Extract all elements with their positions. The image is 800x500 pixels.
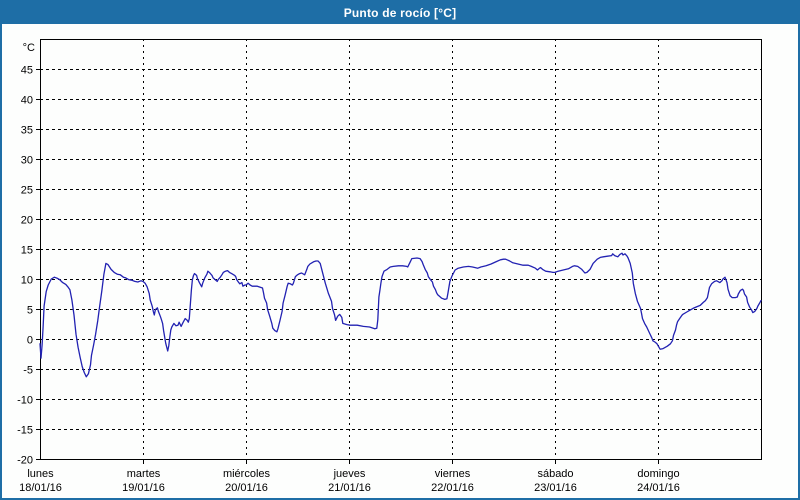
date-label: 18/01/16 <box>19 482 62 494</box>
dewpoint-series-line <box>39 252 762 378</box>
y-tick-label: 0 <box>27 335 33 347</box>
y-tick-label: 25 <box>21 185 33 197</box>
date-label: 19/01/16 <box>122 482 165 494</box>
y-tick-label: 30 <box>21 155 33 167</box>
weekday-label: martes <box>127 468 161 480</box>
plot-region: 45 40 35 30 25 20 15 10 5 0 -5 -10 -15 -20 °C lunes 18/0… <box>2 24 798 498</box>
y-axis-unit-label: °C <box>23 42 35 54</box>
chart-title: Punto de rocío [°C] <box>343 6 457 20</box>
date-label: 22/01/16 <box>431 482 474 494</box>
y-tick-label: -5 <box>23 365 33 377</box>
y-tick-label: -20 <box>17 455 33 467</box>
date-label: 23/01/16 <box>534 482 577 494</box>
date-label: 21/01/16 <box>328 482 371 494</box>
weekday-label: viernes <box>435 468 471 480</box>
date-label: 20/01/16 <box>225 482 268 494</box>
y-tick-label: 5 <box>27 305 33 317</box>
y-tick-label: 45 <box>21 65 33 77</box>
date-label: 24/01/16 <box>637 482 680 494</box>
y-tick-label: 15 <box>21 245 33 257</box>
weekday-label: sábado <box>537 468 573 480</box>
weekday-label: miércoles <box>223 468 271 480</box>
plot-frame <box>40 39 762 460</box>
weekday-label: jueves <box>333 468 366 480</box>
y-tick-label: 20 <box>21 215 33 227</box>
y-tick-label: -15 <box>17 425 33 437</box>
dewpoint-chart: 45 40 35 30 25 20 15 10 5 0 -5 -10 -15 -20 °C lunes 18/0… <box>17 39 762 494</box>
weekday-label: domingo <box>637 468 679 480</box>
y-tick-label: 40 <box>21 95 33 107</box>
weekday-label: lunes <box>27 468 54 480</box>
y-tick-label: 10 <box>21 275 33 287</box>
chart-title-bar: Punto de rocío [°C] <box>2 2 798 24</box>
y-tick-label: 35 <box>21 125 33 137</box>
y-tick-label: -10 <box>17 395 33 407</box>
